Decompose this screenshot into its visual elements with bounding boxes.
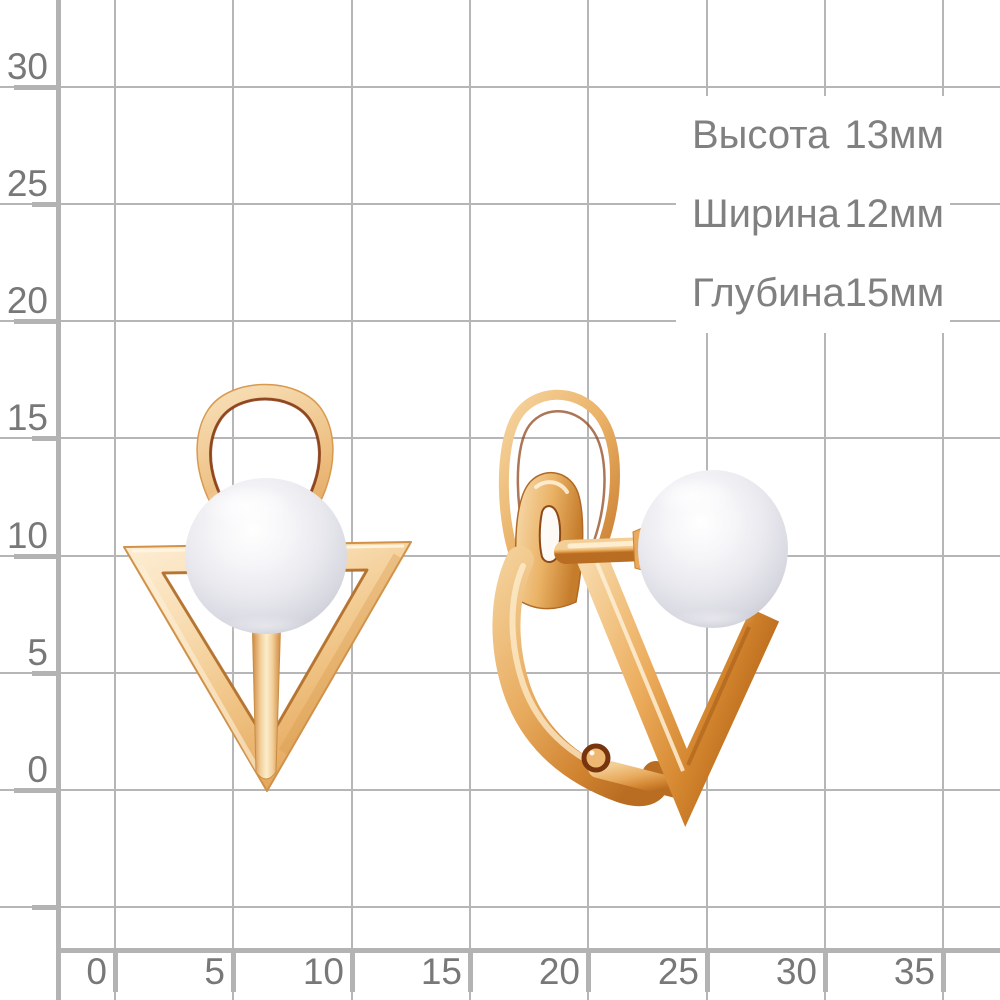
grid-line-vertical — [824, 0, 826, 1000]
dimension-row: Глубина 15мм — [676, 254, 950, 333]
dimension-row: Ширина 12мм — [676, 175, 950, 254]
left-earring-triangle-left-highlight — [137, 563, 261, 772]
y-axis-tick — [32, 436, 56, 441]
grid-line-horizontal — [0, 203, 1000, 205]
x-axis-label: 20 — [538, 951, 580, 992]
x-axis-label: 25 — [657, 951, 699, 992]
right-earring-loop-inner-edge — [516, 410, 606, 553]
dimension-row: Высота 13мм — [676, 96, 950, 175]
x-axis-tick — [113, 948, 118, 992]
right-earring — [492, 389, 788, 828]
right-earring-v-frame — [575, 547, 780, 828]
y-axis-tick — [32, 905, 56, 910]
right-earring-loop — [498, 389, 620, 571]
grid-line-horizontal — [0, 789, 1000, 791]
x-axis-tick — [586, 948, 591, 992]
y-axis-line — [56, 0, 61, 1000]
x-axis-label: 10 — [302, 951, 344, 992]
x-axis-label: 15 — [420, 951, 462, 992]
y-axis-label: 10 — [6, 515, 48, 556]
y-axis-tick — [32, 202, 56, 207]
right-earring-lever-highlight — [534, 480, 569, 494]
x-axis-tick — [350, 948, 355, 992]
grid-line-horizontal — [0, 86, 1000, 88]
dimension-label: Высота — [692, 113, 830, 157]
right-earring-v-left-highlight — [595, 562, 685, 772]
x-axis-tick — [941, 948, 946, 992]
y-axis-label: 30 — [6, 46, 48, 87]
grid-line-vertical — [942, 0, 944, 1000]
grid-line-vertical — [114, 0, 116, 1000]
dimension-label: Глубина — [692, 271, 845, 315]
grid-line-vertical — [351, 0, 353, 1000]
right-earring-rivet — [581, 743, 611, 773]
left-earring-triangle-right-shade — [278, 553, 403, 755]
dimensions-panel: Высота 13мм Ширина 12мм Глубина 15мм — [676, 96, 950, 333]
y-axis-label: 0 — [27, 749, 48, 790]
right-earring-connector-highlight — [567, 540, 643, 549]
grid-line-horizontal — [0, 437, 1000, 439]
y-axis-label: 25 — [6, 163, 48, 204]
left-earring-loop-inner-edge — [209, 397, 321, 548]
x-axis-tick — [231, 948, 236, 992]
y-axis-tick — [14, 554, 56, 559]
right-earring-connector-bar — [554, 537, 657, 564]
y-axis-tick — [14, 788, 56, 793]
x-axis-tick — [468, 948, 473, 992]
grid-line-horizontal — [0, 320, 1000, 322]
dimension-label: Ширина — [692, 192, 840, 236]
y-axis-tick — [14, 85, 56, 90]
right-earring-bottom-bar — [588, 758, 690, 799]
grid-line-vertical — [469, 0, 471, 1000]
y-axis-label: 15 — [6, 397, 48, 438]
grid-line-horizontal — [0, 906, 1000, 908]
y-axis-tick — [14, 319, 56, 324]
x-axis-label: 0 — [86, 951, 107, 992]
x-axis-label: 30 — [775, 951, 817, 992]
x-axis-line — [56, 948, 1000, 953]
dimension-value: 12мм — [844, 192, 945, 236]
right-earring-rivet-glint — [589, 750, 595, 756]
y-axis-label: 5 — [27, 632, 48, 673]
x-axis-tick — [823, 948, 828, 992]
left-earring-pearl-highlight — [200, 485, 292, 527]
grid-line-horizontal — [0, 555, 1000, 557]
left-earring-post — [251, 611, 282, 780]
right-earring-clasp-highlight — [509, 563, 621, 778]
y-axis-label: 20 — [6, 280, 48, 321]
right-earring-clasp — [492, 546, 671, 807]
x-axis-label: 5 — [204, 951, 225, 992]
x-axis-tick — [705, 948, 710, 992]
dimension-value: 13мм — [844, 113, 945, 157]
left-earring-pearl-bottom-sheen — [218, 615, 314, 637]
grid-line-vertical — [587, 0, 589, 1000]
x-axis-label: 35 — [893, 951, 935, 992]
left-earring — [123, 383, 412, 792]
y-axis-tick — [32, 671, 56, 676]
right-earring-v-right-shade — [686, 626, 751, 766]
right-earring-pearl-highlight — [652, 477, 734, 515]
dimension-value: 15мм — [844, 271, 945, 315]
right-earring-pearl-bottom-sheen — [669, 609, 757, 629]
